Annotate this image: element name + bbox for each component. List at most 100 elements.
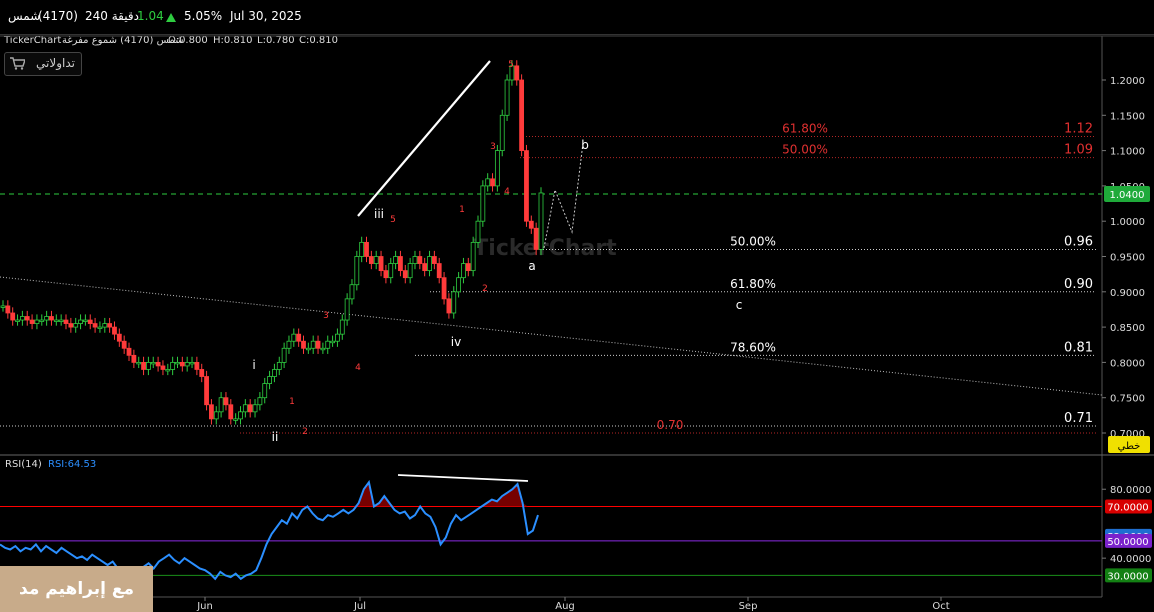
candle-body: [393, 256, 398, 264]
candle-body: [24, 316, 30, 321]
candle-body: [528, 220, 534, 229]
rsi-overbought-fill: [0, 482, 538, 507]
candle-body: [29, 319, 35, 324]
candle-body: [281, 347, 287, 363]
candle-body: [301, 340, 306, 349]
candle-body: [368, 256, 374, 264]
my-trades-label: تداولاتي: [36, 56, 75, 70]
candle-body: [480, 185, 486, 222]
candle-body: [330, 340, 335, 344]
chart-title: شمس (4170) شموع مفرغة: [62, 35, 184, 46]
candle-body: [422, 263, 428, 272]
rsi-tick-label: 40.0000: [1110, 554, 1151, 565]
fib-percent-label: 50.00%: [782, 143, 828, 157]
candle-body: [34, 319, 40, 324]
candle-body: [276, 361, 282, 370]
fib-value-label: 0.90: [1064, 277, 1093, 292]
rsi-level-box: [1105, 568, 1152, 583]
candle-body: [63, 319, 69, 324]
candle-body: [87, 319, 93, 324]
wave-label-red: 1: [459, 205, 465, 215]
trend-line-support: [0, 276, 1103, 396]
open-value: O:0.800: [168, 35, 208, 46]
fib-value-label: 0.96: [1064, 234, 1093, 249]
my-trades-button[interactable]: تداولاتي: [4, 52, 82, 76]
candle-body: [233, 418, 239, 421]
x-axis-ticks: Jun Jul Aug Sep Oct: [196, 597, 950, 612]
candle-body: [296, 333, 302, 342]
candle-body: [524, 150, 529, 222]
drawing-tool-box[interactable]: [1108, 436, 1150, 453]
symbol-code[interactable]: (4170): [38, 9, 78, 23]
rsi-line: [0, 479, 539, 581]
wave-label-white: b: [581, 138, 589, 152]
wave-label-white: iii: [374, 207, 384, 221]
candle-body: [49, 316, 54, 321]
candle-body: [126, 347, 132, 356]
close-value: C:0.810: [299, 35, 338, 46]
candle-body: [354, 256, 360, 286]
candle-body: [15, 319, 20, 322]
candle-body: [412, 256, 418, 264]
candle-body: [441, 277, 447, 300]
candle-body: [213, 411, 219, 420]
candle-body: [446, 298, 452, 314]
candle-body: [509, 65, 515, 81]
candle-body: [325, 340, 331, 349]
candle-body: [116, 333, 122, 342]
candle-body: [78, 319, 83, 324]
candle-body: [519, 79, 525, 151]
wave-label-white: iv: [451, 335, 461, 349]
candle-body: [257, 397, 263, 406]
candle-body: [335, 333, 340, 342]
interval-selector[interactable]: 240 دقيقة: [85, 9, 139, 23]
candle-body: [0, 305, 6, 308]
candle-body: [262, 383, 268, 399]
candle-body: [97, 326, 103, 330]
candle-body: [538, 192, 544, 250]
candle-body: [194, 361, 200, 370]
fib-percent-label: 78.60%: [730, 340, 776, 354]
brand-label: TickerChart: [4, 35, 62, 46]
candle-body: [150, 361, 156, 365]
symbol-name[interactable]: شمس: [8, 9, 41, 23]
wave-label-red: 3: [323, 311, 329, 321]
rsi-level-box: [1105, 499, 1152, 514]
last-price-box: [1104, 186, 1150, 202]
last-price-axis-label: 1.0400: [1110, 190, 1145, 201]
candle-body: [461, 263, 466, 279]
high-value: H:0.810: [213, 35, 253, 46]
candle-body: [238, 411, 243, 420]
x-tick-label: Oct: [932, 601, 949, 612]
y-tick-label: 1.1500: [1110, 111, 1145, 122]
candle-body: [315, 340, 321, 349]
candle-body: [112, 326, 117, 335]
y-tick-label: 1.1000: [1110, 147, 1145, 158]
y-tick-label: 0.9500: [1110, 253, 1145, 264]
candle-body: [44, 316, 50, 321]
candle-body: [228, 404, 234, 420]
rsi-tick-label: 80.0000: [1110, 485, 1151, 496]
change-percent: 5.05%: [184, 9, 223, 23]
up-arrow-icon: [166, 11, 176, 25]
wave-label-red: 4: [504, 187, 510, 197]
candle-body: [184, 361, 190, 367]
candle-body: [204, 376, 209, 406]
candles: [0, 60, 544, 425]
candle-body: [107, 323, 113, 328]
candle-body: [504, 79, 510, 116]
candle-body: [131, 354, 137, 363]
rsi-panel: 80.000040.000070.000052.960650.000030.00…: [0, 479, 1152, 583]
candle-body: [383, 270, 389, 279]
candle-body: [470, 241, 476, 272]
wave-label-red: 2: [482, 284, 488, 294]
candle-body: [209, 404, 214, 420]
trend-line-impulse: [357, 60, 491, 217]
candle-body: [378, 256, 384, 272]
y-tick-label: 1.0000: [1110, 217, 1145, 228]
author-watermark: مع إبراهيم مد: [0, 566, 153, 612]
candle-body: [68, 323, 74, 328]
candle-body: [427, 256, 432, 272]
candle-body: [179, 361, 185, 367]
